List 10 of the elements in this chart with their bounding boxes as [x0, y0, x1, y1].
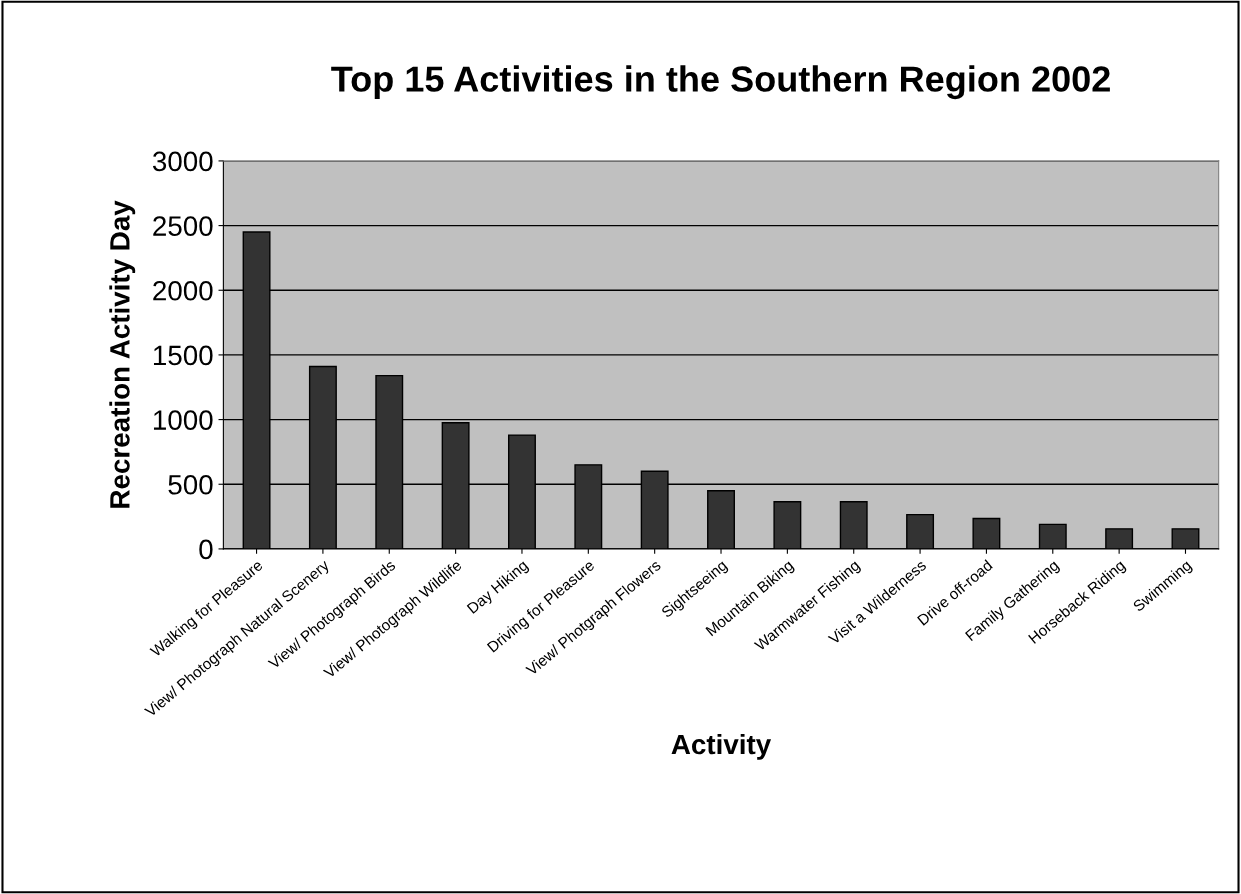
y-tick-label: 2500 — [153, 216, 213, 236]
y-tick-label: 2000 — [153, 280, 213, 301]
y-tick-label: 500 — [168, 474, 213, 495]
y-axis-title: Recreation Activity Day — [109, 200, 136, 508]
chart-title: Top 15 Activities in the Southern Region 2002 — [331, 65, 1110, 100]
y-tick-label: 0 — [199, 539, 213, 560]
y-tick-label: 1500 — [153, 345, 213, 366]
x-axis-title: Activity — [671, 733, 772, 760]
y-tick-label: 1000 — [153, 410, 213, 430]
y-tick-label: 3000 — [152, 151, 213, 172]
